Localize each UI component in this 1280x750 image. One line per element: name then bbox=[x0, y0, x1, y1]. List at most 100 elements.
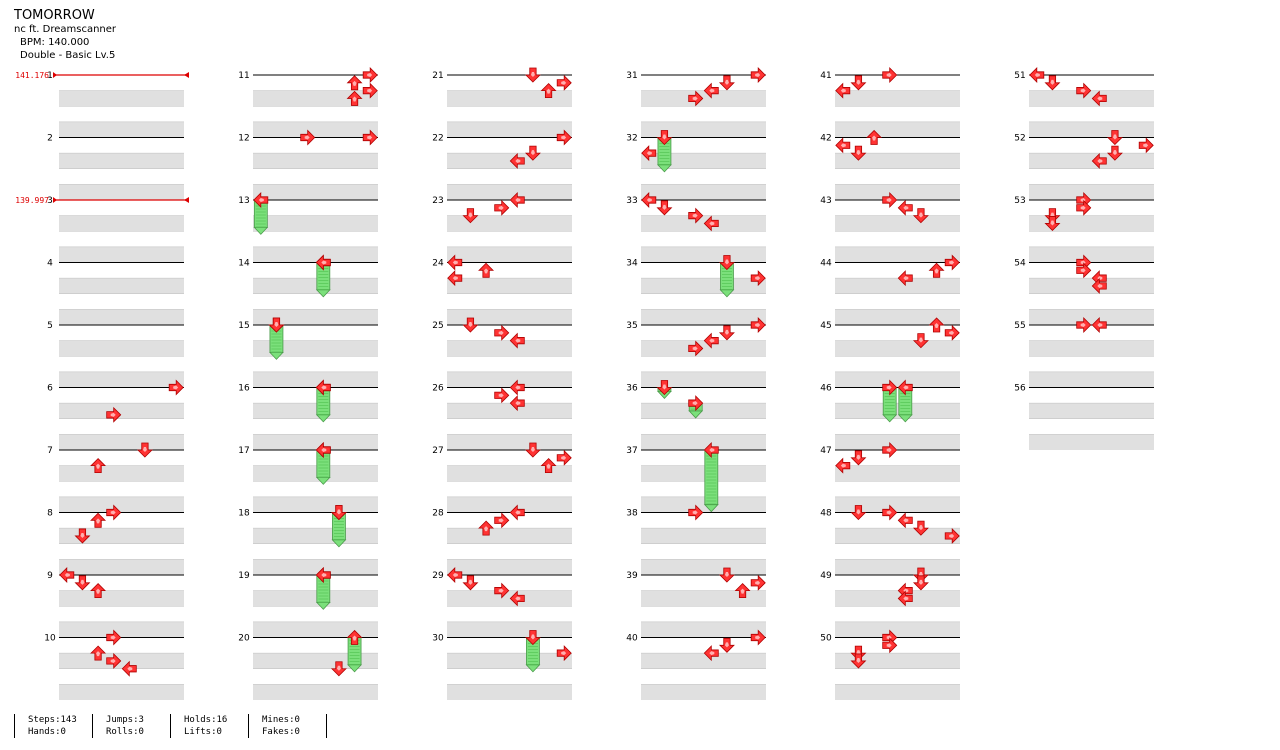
measure-stripe bbox=[447, 559, 572, 575]
arrow-note-U bbox=[928, 317, 945, 333]
measure-stripe bbox=[835, 559, 960, 575]
measure-stripe bbox=[447, 434, 572, 450]
measure-number: 10 bbox=[44, 634, 56, 644]
measure-37: 37 bbox=[626, 446, 766, 513]
arrow-note-R bbox=[494, 387, 510, 404]
measure-stripe bbox=[835, 528, 960, 544]
arrow-note-U bbox=[540, 83, 557, 99]
measure-stripe bbox=[835, 590, 960, 607]
measure-30: 30 bbox=[432, 634, 572, 700]
arrow-note-R bbox=[688, 504, 704, 521]
arrow-note-R bbox=[494, 582, 510, 599]
measure-stripe bbox=[835, 653, 960, 669]
arrow-note-L bbox=[509, 379, 525, 396]
arrow-note-R bbox=[750, 574, 766, 591]
measure-43: 43 bbox=[820, 196, 960, 263]
measure-8: 8 bbox=[47, 509, 184, 575]
song-artist: nc ft. Dreamscanner bbox=[14, 24, 117, 35]
measure-19: 19 bbox=[238, 571, 378, 638]
measure-stripe bbox=[641, 590, 766, 607]
measure-stripe bbox=[447, 621, 572, 638]
measure-26: 26 bbox=[432, 384, 572, 450]
measure-stripe bbox=[253, 184, 378, 200]
measure-number: 1 bbox=[47, 71, 53, 81]
hold-note bbox=[253, 199, 269, 235]
arrow-note-R bbox=[688, 207, 704, 224]
measure-stripe bbox=[641, 90, 766, 107]
measure-23: 23 bbox=[432, 196, 572, 263]
bpm-change-label: 141.176 bbox=[15, 71, 49, 80]
measure-stripe bbox=[835, 371, 960, 388]
arrow-note-U bbox=[478, 520, 495, 536]
measure-number: 37 bbox=[626, 446, 637, 456]
measure-stripe bbox=[59, 559, 184, 575]
arrow-note-R bbox=[362, 129, 378, 146]
arrow-note-D bbox=[850, 653, 867, 669]
arrow-note-U bbox=[90, 512, 107, 528]
song-difficulty: Double - Basic Lv.5 bbox=[20, 50, 116, 61]
measure-stripe bbox=[835, 465, 960, 482]
measure-41: 41 bbox=[820, 71, 960, 138]
arrow-note-U bbox=[90, 645, 107, 661]
measure-number: 45 bbox=[820, 321, 831, 331]
measure-stripe bbox=[641, 340, 766, 357]
measure-stripe bbox=[253, 621, 378, 638]
measure-stripe bbox=[641, 184, 766, 200]
arrow-note-L bbox=[703, 82, 719, 99]
measure-stripe bbox=[253, 215, 378, 232]
measure-number: 29 bbox=[432, 571, 444, 581]
measure-number: 56 bbox=[1014, 384, 1026, 394]
measure-stripe bbox=[641, 434, 766, 450]
arrow-note-L bbox=[835, 457, 851, 474]
measure-number: 12 bbox=[238, 134, 249, 144]
measure-46: 46 bbox=[820, 384, 960, 450]
measure-stripe bbox=[641, 621, 766, 638]
measure-number: 16 bbox=[238, 384, 250, 394]
arrow-note-D bbox=[850, 145, 867, 161]
arrow-note-L bbox=[835, 137, 851, 154]
measure-stripe bbox=[835, 121, 960, 138]
measure-number: 55 bbox=[1014, 321, 1025, 331]
arrow-note-R bbox=[106, 504, 122, 521]
hold-note bbox=[525, 637, 541, 673]
stat-steps: Steps:143 bbox=[28, 715, 77, 725]
measure-stripe bbox=[835, 684, 960, 700]
measure-number: 49 bbox=[820, 571, 832, 581]
measure-stripe bbox=[59, 90, 184, 107]
arrow-note-U bbox=[90, 583, 107, 599]
arrow-note-R bbox=[882, 637, 898, 654]
measure-stripe bbox=[641, 559, 766, 575]
measure-stripe bbox=[641, 465, 766, 482]
measure-27: 27 bbox=[432, 446, 572, 513]
measure-stripe bbox=[835, 184, 960, 200]
song-bpm: BPM: 140.000 bbox=[20, 37, 90, 48]
arrow-note-D bbox=[1106, 130, 1123, 146]
measure-17: 17 bbox=[238, 446, 378, 513]
measure-stripe bbox=[835, 496, 960, 513]
hold-note bbox=[719, 262, 735, 298]
measure-9: 9 bbox=[47, 571, 184, 638]
measure-40: 40 bbox=[626, 634, 766, 700]
measure-number: 13 bbox=[238, 196, 249, 206]
measure-stripe bbox=[253, 403, 378, 419]
measure-stripe bbox=[1029, 340, 1154, 357]
arrow-note-D bbox=[1106, 145, 1123, 161]
measure-number: 36 bbox=[626, 384, 638, 394]
measure-number: 50 bbox=[820, 634, 832, 644]
measure-stripe bbox=[835, 90, 960, 107]
bpm-change-label: 139.997 bbox=[15, 196, 49, 205]
measure-36: 36 bbox=[626, 384, 766, 450]
measure-55: 55 bbox=[1014, 321, 1154, 388]
measure-stripe bbox=[1029, 309, 1154, 325]
measure-stripe bbox=[641, 528, 766, 544]
measure-number: 30 bbox=[432, 634, 444, 644]
step-chart: 1234567891011121314151617181920212223242… bbox=[15, 67, 1154, 700]
arrow-note-L bbox=[509, 504, 525, 521]
measure-50: 50 bbox=[820, 634, 960, 700]
arrow-note-U bbox=[346, 90, 363, 106]
measure-number: 3 bbox=[47, 196, 53, 206]
arrow-note-R bbox=[106, 406, 122, 423]
measure-25: 25 bbox=[432, 321, 572, 388]
measure-stripe bbox=[59, 121, 184, 138]
arrow-note-L bbox=[509, 192, 525, 208]
